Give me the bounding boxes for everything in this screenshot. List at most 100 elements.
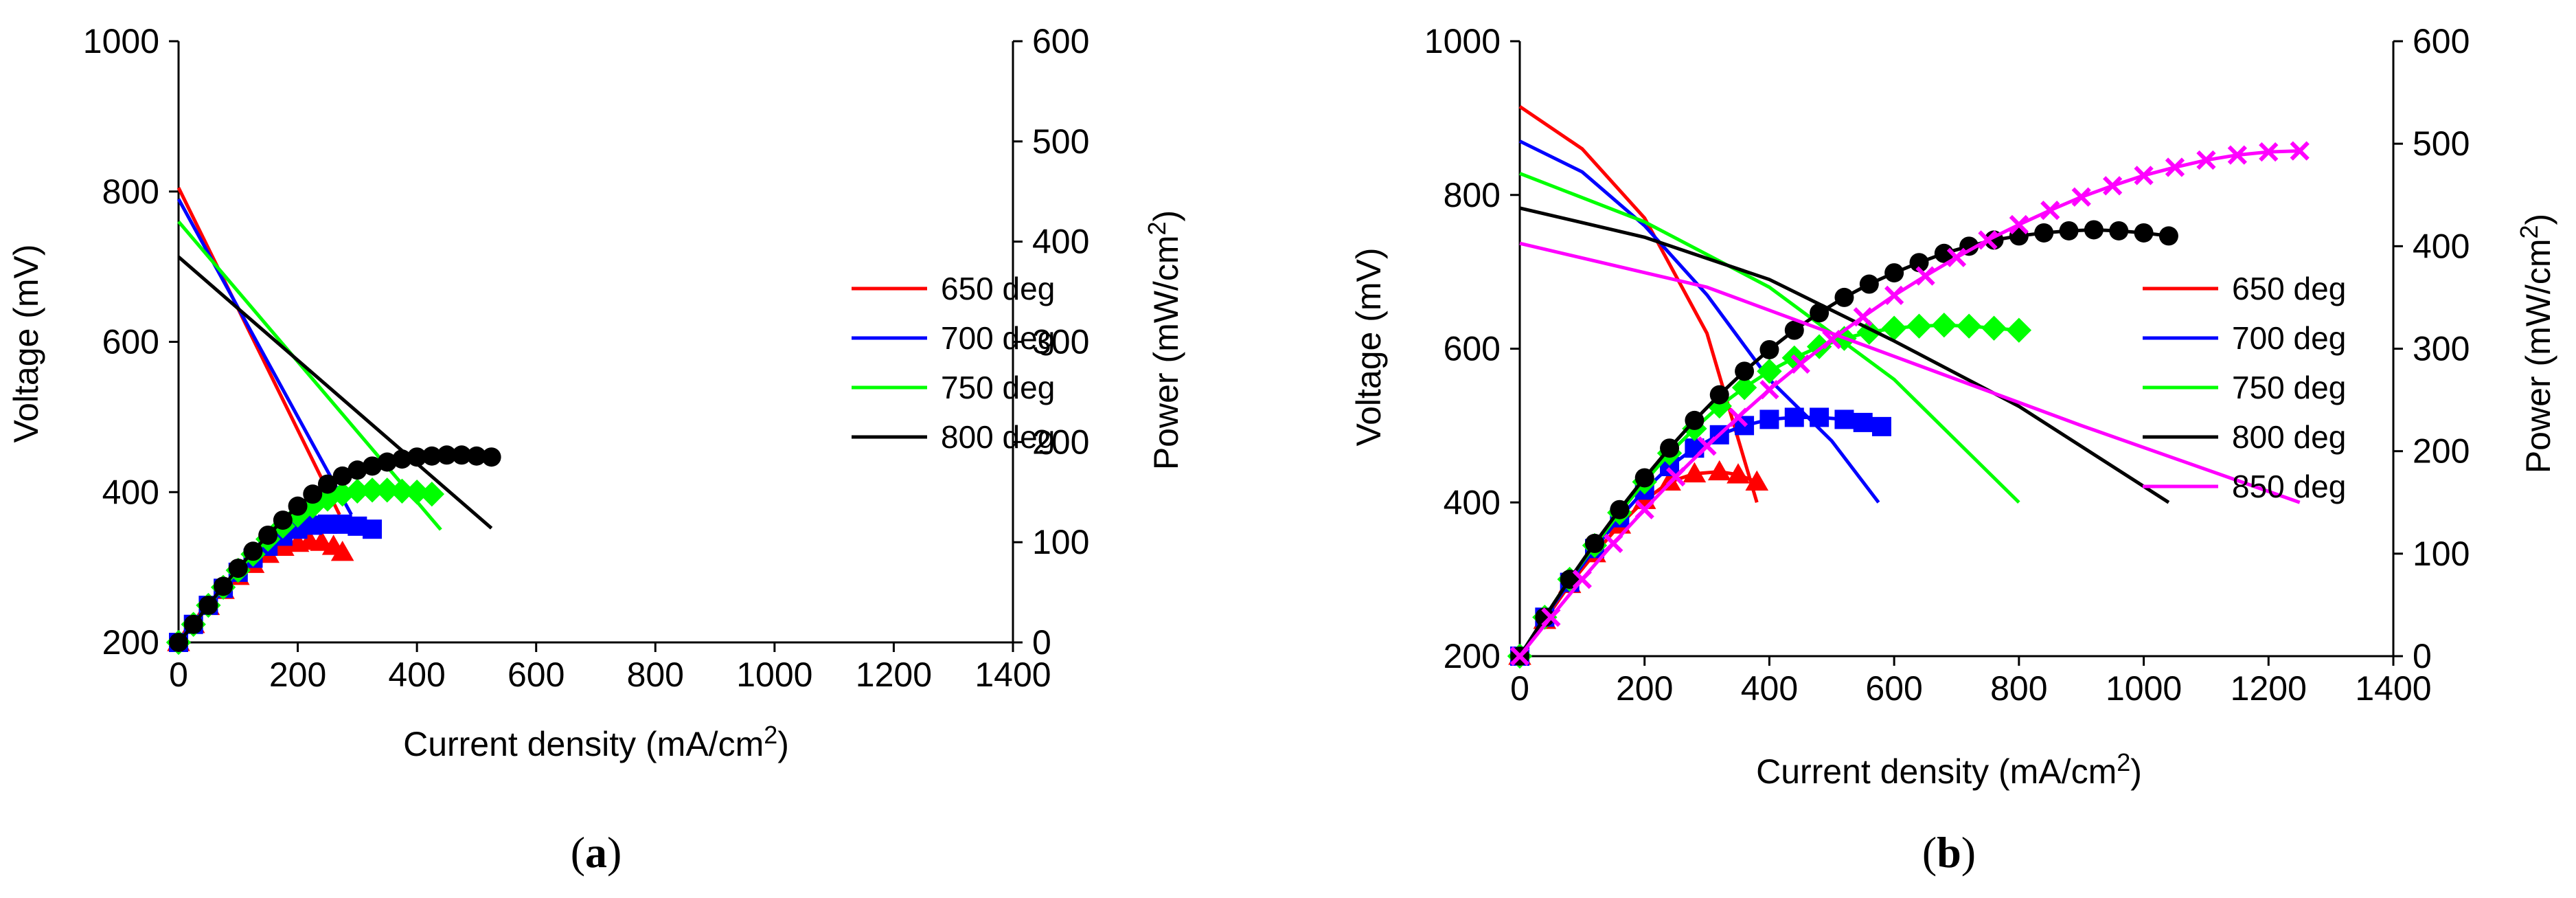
panel-a-y-tick-label: 1000	[83, 22, 159, 60]
panel-b-series-850-deg-voltage	[1519, 241, 2301, 504]
panel-b-legend-label-850-deg: 850 deg	[2232, 469, 2346, 504]
panel-b-y2-tick-label: 0	[2413, 637, 2432, 675]
panel-b-label: (b)	[1922, 828, 1976, 877]
panel-a-power-point-800-deg	[466, 446, 486, 466]
panel-a-power-point-750-deg	[300, 493, 326, 519]
panel-b-power-point-700-deg	[1810, 407, 1830, 427]
panel-b-power-point-800-deg	[1934, 243, 1954, 263]
panel-b-power-point-800-deg	[1759, 339, 1779, 359]
panel-b-power-point-850-deg	[2134, 166, 2154, 186]
panel-b-voltage-line-750-deg	[1519, 172, 2020, 504]
panel-a-power-point-750-deg	[389, 478, 415, 504]
panel-a-power-point-750-deg	[359, 478, 385, 503]
panel-b-power-point-800-deg	[1909, 253, 1929, 273]
panel-b-power-point-650-deg	[1707, 460, 1731, 481]
panel-a-voltage-line-800-deg	[177, 256, 493, 530]
panel-a-power-point-800-deg	[363, 456, 383, 476]
panel-a-y2-tick-label: 500	[1032, 122, 1089, 161]
panel-b-power-point-800-deg	[1535, 607, 1555, 627]
panel-b-power-point-850-deg	[2009, 214, 2029, 235]
panel-a-power-point-800-deg	[437, 445, 457, 465]
panel-b-power-point-850-deg	[2103, 176, 2123, 196]
panel-b-power-point-800-deg	[2158, 226, 2178, 246]
panel-b-x-tick-label: 800	[1990, 669, 2047, 708]
panel-b-power-point-800-deg	[2134, 223, 2154, 243]
panel-b-power-point-850-deg	[1946, 247, 1967, 267]
panel-b-y-tick-label: 1000	[1424, 22, 1501, 60]
panel-b-chart: 0 200 400 600 800 1000 1200 1400200400600800100…	[1349, 22, 2557, 877]
panel-a-x-tick-label: 800	[627, 655, 684, 694]
panel-b-x-tick-label: 600	[1865, 669, 1922, 708]
panel-a-power-point-800-deg	[228, 559, 248, 579]
panel-b-y2-tick-label: 400	[2413, 227, 2470, 265]
panel-a-power-point-800-deg	[407, 447, 427, 467]
panel-b-power-point-700-deg	[1784, 407, 1804, 427]
panel-a-x-tick-label: 400	[388, 655, 445, 694]
panel-b-voltage-line-850-deg	[1519, 241, 2301, 504]
panel-a-power-point-750-deg	[419, 481, 445, 507]
panel-a-series-650-deg-voltage	[176, 187, 341, 516]
panel-b-power-point-750-deg	[1906, 313, 1932, 339]
panel-a-power-point-800-deg	[169, 633, 188, 652]
panel-b-power-point-850-deg	[1509, 646, 1530, 666]
panel-a-x-axis-label: Current density (mA/cm2)	[403, 721, 789, 763]
panel-b-power-point-850-deg	[1915, 266, 1935, 286]
panel-b-power-point-850-deg	[2040, 201, 2060, 221]
panel-b-power-point-800-deg	[1660, 438, 1680, 458]
panel-a-x-tick-label: 600	[508, 655, 565, 694]
panel-a-x-tick-label: 200	[269, 655, 326, 694]
panel-b-y2-axis-label: Power (mW/cm2)	[2515, 214, 2557, 473]
panel-a-chart: 0 200 400 600 800 1000 1200 1400200400600800100…	[7, 22, 1185, 877]
panel-b-voltage-line-800-deg	[1519, 206, 2170, 504]
panel-b-legend-label-750-deg: 750 deg	[2232, 370, 2346, 405]
panel-b-legend-label-650-deg: 650 deg	[2232, 271, 2346, 306]
panel-a-y2-tick-label: 300	[1032, 323, 1089, 361]
panel-a-y-tick-label: 800	[102, 172, 159, 211]
panel-a-y2-tick-label: 400	[1032, 223, 1089, 261]
panel-b-power-point-800-deg	[1634, 468, 1654, 488]
panel-a-power-point-800-deg	[183, 614, 203, 634]
panel-a-legend-label-650-deg: 650 deg	[941, 271, 1055, 306]
panel-b-power-point-850-deg	[1666, 467, 1686, 487]
panel-a-voltage-line-750-deg	[177, 220, 442, 531]
panel-b-power-point-800-deg	[1610, 499, 1630, 519]
panel-b-voltage-line-700-deg	[1518, 139, 1880, 504]
panel-a-power-point-800-deg	[273, 510, 293, 530]
panel-b-power-point-850-deg	[2196, 150, 2216, 170]
panel-b-power-point-650-deg	[1683, 462, 1707, 483]
panel-a-voltage-line-700-deg	[176, 198, 353, 516]
panel-a-plot-area	[166, 187, 501, 655]
panel-b-plot-area	[1507, 105, 2310, 669]
panel-a-label: (a)	[571, 828, 622, 877]
panel-a-series-750-deg-voltage	[177, 220, 442, 531]
panel-b-y-tick-label: 800	[1444, 176, 1501, 214]
panel-b-power-point-750-deg	[1757, 359, 1782, 384]
panel-b-ticks: 0 200 400 600 800 1000 1200 1400200400600800100…	[1424, 22, 2470, 708]
panel-b-power-point-800-deg	[1859, 274, 1879, 294]
panel-b-series-850-deg-power	[1509, 141, 2310, 666]
panel-a-x-tick-label: 0	[169, 655, 188, 694]
panel-b-power-point-750-deg	[1731, 374, 1757, 401]
panel-a-power-point-800-deg	[392, 449, 412, 469]
panel-b-power-point-850-deg	[1853, 307, 1873, 327]
panel-a-y2-tick-label: 200	[1032, 423, 1089, 461]
panel-a-power-point-750-deg	[404, 480, 430, 505]
panel-b-power-point-850-deg	[2071, 187, 2091, 207]
panel-a-y2-tick-label: 0	[1032, 623, 1051, 662]
panel-b-y-tick-label: 200	[1444, 637, 1501, 675]
panel-a-power-point-800-deg	[422, 446, 442, 466]
panel-b-power-point-750-deg	[1806, 334, 1832, 359]
panel-b-power-point-750-deg	[1931, 312, 1957, 338]
panel-b-power-point-800-deg	[1834, 287, 1854, 307]
panel-b-power-point-850-deg	[1759, 380, 1779, 400]
panel-b-power-point-850-deg	[1604, 533, 1623, 554]
panel-b-power-point-850-deg	[1728, 407, 1748, 427]
panel-b-power-point-800-deg	[1709, 385, 1729, 405]
panel-b-x-tick-label: 200	[1616, 669, 1673, 708]
panel-b-power-point-850-deg	[1541, 607, 1561, 627]
panel-b-power-point-850-deg	[1978, 230, 1998, 250]
panel-b-power-point-650-deg	[1726, 463, 1750, 484]
panel-b-power-point-800-deg	[1735, 361, 1755, 381]
panel-a-power-point-800-deg	[452, 445, 472, 465]
panel-b-power-point-850-deg	[1697, 436, 1717, 456]
